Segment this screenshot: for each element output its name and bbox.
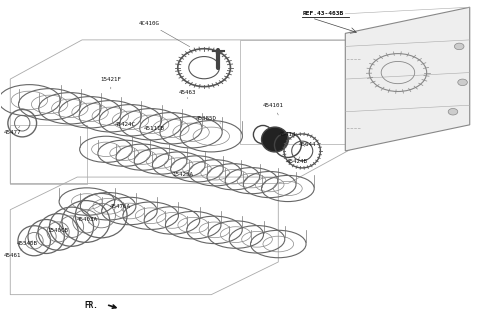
Text: 45403A: 45403A <box>76 217 97 223</box>
Circle shape <box>458 79 468 86</box>
Text: 45385D: 45385D <box>196 116 221 123</box>
Text: 15421F: 15421F <box>100 76 121 89</box>
Text: 454101: 454101 <box>263 103 284 115</box>
Circle shape <box>455 43 464 50</box>
Polygon shape <box>345 7 470 151</box>
Text: 45461: 45461 <box>4 249 22 258</box>
Text: 45540B: 45540B <box>16 240 37 246</box>
Circle shape <box>448 109 458 115</box>
Text: 45463: 45463 <box>179 90 196 99</box>
Text: FR.: FR. <box>84 300 98 310</box>
Text: 45414: 45414 <box>279 132 297 139</box>
Text: 45111B: 45111B <box>144 126 164 131</box>
Text: 4C410G: 4C410G <box>139 21 190 47</box>
Text: 45477: 45477 <box>4 126 22 135</box>
Text: REF.43-463B: REF.43-463B <box>302 10 344 16</box>
Text: 45644: 45644 <box>298 142 316 147</box>
Text: 1540CB: 1540CB <box>48 229 69 234</box>
Text: 45476A: 45476A <box>110 204 131 211</box>
Text: 45424C: 45424C <box>115 122 136 127</box>
Text: 45424B: 45424B <box>287 157 308 164</box>
Ellipse shape <box>262 127 288 152</box>
Text: 15425A: 15425A <box>172 172 193 177</box>
